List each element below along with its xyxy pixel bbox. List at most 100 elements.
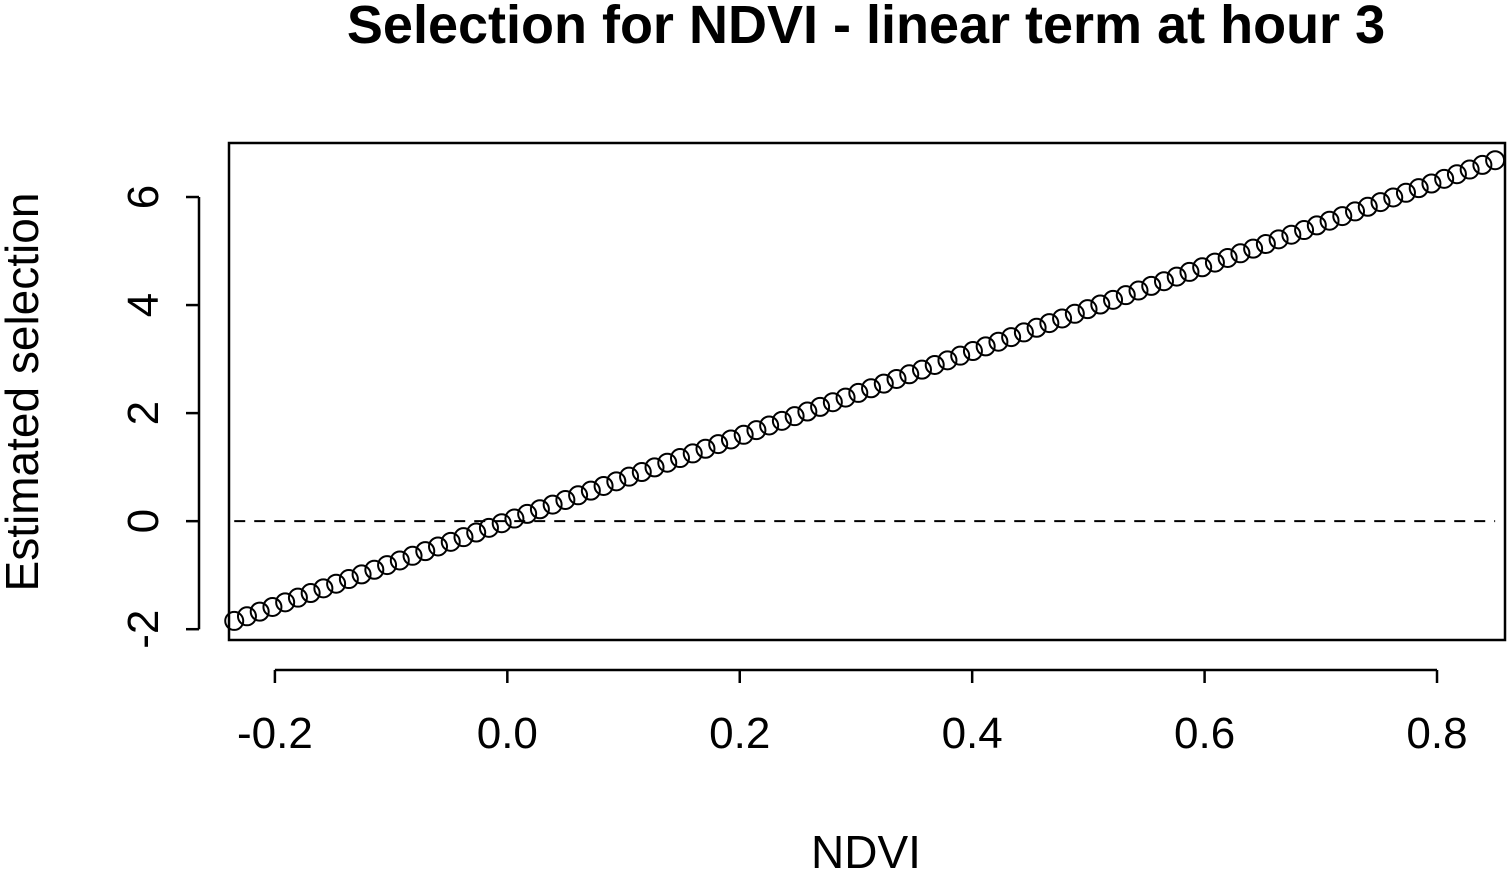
data-point — [1141, 275, 1162, 296]
x-tick-label: -0.2 — [237, 709, 313, 758]
data-point — [644, 457, 665, 478]
data-point — [771, 410, 792, 431]
data-point — [1485, 150, 1506, 171]
data-point — [249, 601, 270, 622]
data-point — [924, 354, 945, 375]
data-point — [1064, 303, 1085, 324]
data-point — [262, 596, 283, 617]
data-point — [1179, 261, 1200, 282]
data-point — [746, 420, 767, 441]
data-point — [555, 489, 576, 510]
x-tick-label: 0.8 — [1406, 709, 1467, 758]
data-point — [580, 480, 601, 501]
data-point — [669, 448, 690, 469]
x-tick-label: 0.0 — [477, 709, 538, 758]
data-point — [988, 331, 1009, 352]
x-axis: -0.2 0.0 0.2 0.4 0.6 0.8 — [237, 668, 1468, 758]
data-point — [389, 550, 410, 571]
data-point — [351, 564, 372, 585]
y-tick-label: 2 — [119, 401, 168, 425]
chart-title: Selection for NDVI - linear term at hour… — [347, 0, 1385, 55]
data-point — [1026, 317, 1047, 338]
data-point — [682, 443, 703, 464]
data-point — [962, 341, 983, 362]
data-point — [491, 513, 512, 534]
data-point — [529, 499, 550, 520]
data-point — [1281, 224, 1302, 245]
data-point — [415, 541, 436, 562]
data-point — [873, 373, 894, 394]
data-point — [428, 536, 449, 557]
data-point — [1090, 294, 1111, 315]
data-point — [708, 434, 729, 455]
data-point — [287, 587, 308, 608]
data-point — [810, 396, 831, 417]
data-point — [1319, 210, 1340, 231]
data-point — [1204, 252, 1225, 273]
data-point — [364, 559, 385, 580]
data-point — [784, 406, 805, 427]
data-point — [1472, 154, 1493, 175]
data-point — [593, 475, 614, 496]
data-point — [1013, 322, 1034, 343]
data-point — [338, 569, 359, 590]
data-point — [1408, 178, 1429, 199]
data-point — [313, 578, 334, 599]
data-point — [1243, 238, 1264, 259]
data-point — [848, 382, 869, 403]
x-tick-label: 0.2 — [709, 709, 770, 758]
data-point — [975, 336, 996, 357]
data-point — [504, 508, 525, 529]
data-point — [402, 545, 423, 566]
data-point — [568, 485, 589, 506]
data-point — [835, 387, 856, 408]
data-point — [1103, 289, 1124, 310]
y-tick-label: 6 — [119, 185, 168, 209]
data-point — [1446, 164, 1467, 185]
data-point — [797, 401, 818, 422]
data-point — [759, 415, 780, 436]
data-point — [1052, 308, 1073, 329]
data-point — [466, 522, 487, 543]
data-point — [720, 429, 741, 450]
y-tick-label: 4 — [119, 293, 168, 317]
data-point — [1345, 201, 1366, 222]
data-point — [1357, 196, 1378, 217]
data-points — [224, 150, 1506, 631]
data-point — [377, 555, 398, 576]
data-point — [1294, 220, 1315, 241]
data-point — [1459, 159, 1480, 180]
data-point — [517, 503, 538, 524]
data-point — [326, 573, 347, 594]
plot-area-frame — [227, 141, 1507, 642]
data-point — [1306, 215, 1327, 236]
data-point — [1001, 327, 1022, 348]
x-tick-label: 0.4 — [942, 709, 1003, 758]
data-point — [542, 494, 563, 515]
data-point — [1077, 299, 1098, 320]
data-point — [1383, 187, 1404, 208]
data-point — [478, 517, 499, 538]
data-point — [1268, 229, 1289, 250]
data-point — [224, 610, 245, 631]
data-point — [236, 606, 257, 627]
data-point — [619, 466, 640, 487]
data-point — [695, 438, 716, 459]
data-point — [911, 359, 932, 380]
x-axis-label: NDVI — [811, 826, 921, 870]
data-point — [275, 592, 296, 613]
data-point — [1395, 182, 1416, 203]
data-point — [1115, 285, 1136, 306]
data-point — [1421, 173, 1442, 194]
y-axis: -2 0 2 4 6 — [119, 185, 201, 649]
data-point — [1039, 313, 1060, 334]
data-point — [1192, 257, 1213, 278]
data-point — [886, 368, 907, 389]
x-tick-label: 0.6 — [1174, 709, 1235, 758]
data-point — [1128, 280, 1149, 301]
data-point — [1166, 266, 1187, 287]
data-point — [1230, 243, 1251, 264]
data-point — [300, 583, 321, 604]
data-point — [1370, 192, 1391, 213]
